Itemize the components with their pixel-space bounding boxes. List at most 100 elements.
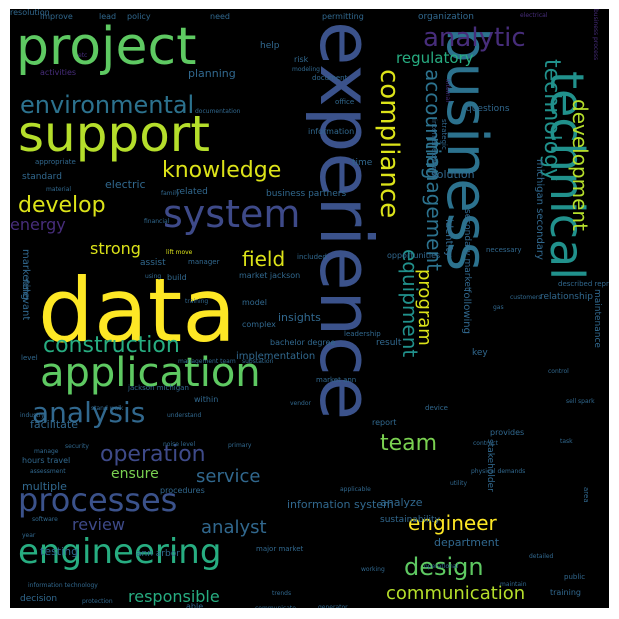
- word-cloud-word: appropriate: [35, 158, 76, 166]
- word-cloud-word: contract: [473, 440, 498, 447]
- word-cloud-word: standard: [22, 172, 62, 182]
- word-cloud-word: testing: [40, 545, 79, 558]
- word-cloud-word: trends: [272, 590, 292, 597]
- word-cloud-word: develop: [18, 193, 106, 218]
- word-cloud-word: stand walk: [91, 405, 124, 412]
- word-cloud-word: using: [145, 273, 162, 280]
- word-cloud-word: management team: [178, 358, 236, 365]
- word-cloud-word: utility: [450, 480, 468, 487]
- word-cloud-word: necessary: [486, 246, 522, 254]
- word-cloud-word: risk: [294, 55, 309, 64]
- word-cloud-word: secondary market: [462, 209, 472, 291]
- word-cloud-word: task: [560, 438, 573, 445]
- word-cloud-word: decision: [20, 594, 58, 604]
- word-cloud-word: communicate: [255, 606, 296, 609]
- word-cloud-word: application: [40, 350, 261, 396]
- word-cloud-word: environmental: [20, 91, 195, 119]
- word-cloud-word: identity: [443, 219, 454, 258]
- word-cloud-word: construction: [43, 333, 180, 358]
- word-cloud-word: market jackson: [239, 271, 301, 280]
- word-cloud-word: assessment: [30, 468, 66, 475]
- word-cloud-word: detailed: [529, 553, 554, 560]
- word-cloud-word: training: [185, 298, 209, 305]
- word-cloud-word: provides: [490, 428, 525, 437]
- word-cloud-word: report: [372, 418, 397, 427]
- word-cloud-word: working: [361, 566, 385, 573]
- word-cloud-word: included: [297, 253, 327, 261]
- word-cloud-word: analyze: [380, 496, 423, 509]
- word-cloud-word: related: [176, 187, 208, 197]
- word-cloud-word: development: [568, 99, 592, 231]
- word-cloud-word: strategic: [440, 119, 448, 150]
- word-cloud-word: applicable: [340, 486, 371, 493]
- word-cloud-word: operation: [100, 442, 206, 467]
- word-cloud-word: noise level: [163, 441, 196, 448]
- word-cloud-word: build: [167, 273, 187, 282]
- word-cloud-word: opportunities: [387, 251, 441, 260]
- word-cloud-word: manage: [34, 448, 59, 455]
- word-cloud-word: year: [22, 532, 36, 539]
- word-cloud-word: documentation: [195, 108, 241, 115]
- word-cloud-word: level: [21, 354, 38, 362]
- word-cloud-word: public: [564, 573, 586, 581]
- word-cloud-word: team: [380, 431, 438, 456]
- word-cloud-word: substation: [242, 358, 274, 365]
- word-cloud-word: primary: [228, 442, 252, 449]
- word-cloud-word: vendor: [290, 400, 311, 407]
- word-cloud-word: support: [18, 105, 210, 163]
- word-cloud-word: review: [72, 515, 125, 534]
- word-cloud-word: jackson michigan: [128, 384, 189, 392]
- word-cloud-word: market ann: [316, 376, 357, 384]
- word-cloud-word: lead: [99, 12, 117, 21]
- word-cloud-word: strong: [90, 239, 141, 258]
- word-cloud-word: etc: [78, 52, 88, 59]
- word-cloud-word: communication: [386, 583, 526, 604]
- word-cloud-word: knowledge: [162, 158, 282, 183]
- word-cloud-word: maintain: [500, 581, 527, 588]
- word-cloud-word: sell spark: [566, 398, 595, 405]
- word-cloud-word: electric: [105, 178, 146, 191]
- word-cloud-word: maintenance: [592, 289, 602, 348]
- word-cloud-word: material: [46, 186, 72, 193]
- word-cloud-word: ensure: [111, 466, 159, 482]
- word-cloud-word: michigan secondary: [534, 159, 545, 260]
- word-cloud-word: bachelor degree: [270, 338, 336, 347]
- word-cloud-word: processes: [18, 481, 178, 519]
- word-cloud-word: analyst: [201, 517, 267, 538]
- word-cloud-word: project: [16, 17, 197, 77]
- word-cloud-word: system: [163, 192, 301, 236]
- word-cloud-word: procedures: [160, 486, 205, 495]
- word-cloud-word: business process: [592, 9, 599, 61]
- word-cloud-word: following: [461, 289, 472, 334]
- word-cloud-word: improve: [40, 12, 73, 21]
- word-cloud-word: industry: [20, 412, 45, 419]
- word-cloud-word: able: [186, 602, 204, 609]
- word-cloud-word: leadership: [344, 330, 381, 338]
- word-cloud-word: document: [312, 74, 348, 82]
- word-cloud-word: sustainability: [380, 515, 440, 525]
- word-cloud-word: field: [242, 247, 286, 271]
- word-cloud-word: service: [196, 466, 261, 487]
- word-cloud-word: relationship: [540, 292, 593, 302]
- word-cloud-word: control: [548, 368, 569, 375]
- word-cloud-word: engineer: [408, 511, 497, 535]
- word-cloud-word: questions: [466, 104, 510, 114]
- word-cloud-word: design: [404, 553, 484, 581]
- word-cloud-word: assist: [140, 258, 166, 268]
- word-cloud-word: permitting: [322, 12, 364, 21]
- word-cloud-word: information technology: [28, 582, 98, 589]
- word-cloud-word: time: [352, 158, 373, 168]
- word-cloud-word: within: [194, 395, 219, 404]
- word-cloud-word: solution: [431, 168, 475, 181]
- word-cloud-word: security: [65, 443, 89, 450]
- word-cloud-word: policy: [127, 12, 151, 21]
- word-cloud-word: gas: [493, 304, 504, 311]
- word-cloud-word: electrical: [520, 12, 548, 19]
- word-cloud-word: office: [335, 98, 355, 106]
- word-cloud-word: major market: [256, 545, 304, 553]
- word-cloud-word: generator: [318, 604, 348, 609]
- word-cloud-word: information: [308, 127, 355, 136]
- word-cloud-word: financial: [144, 218, 170, 225]
- word-cloud-word: need: [210, 12, 230, 21]
- word-cloud-word: ann arbor: [136, 549, 180, 559]
